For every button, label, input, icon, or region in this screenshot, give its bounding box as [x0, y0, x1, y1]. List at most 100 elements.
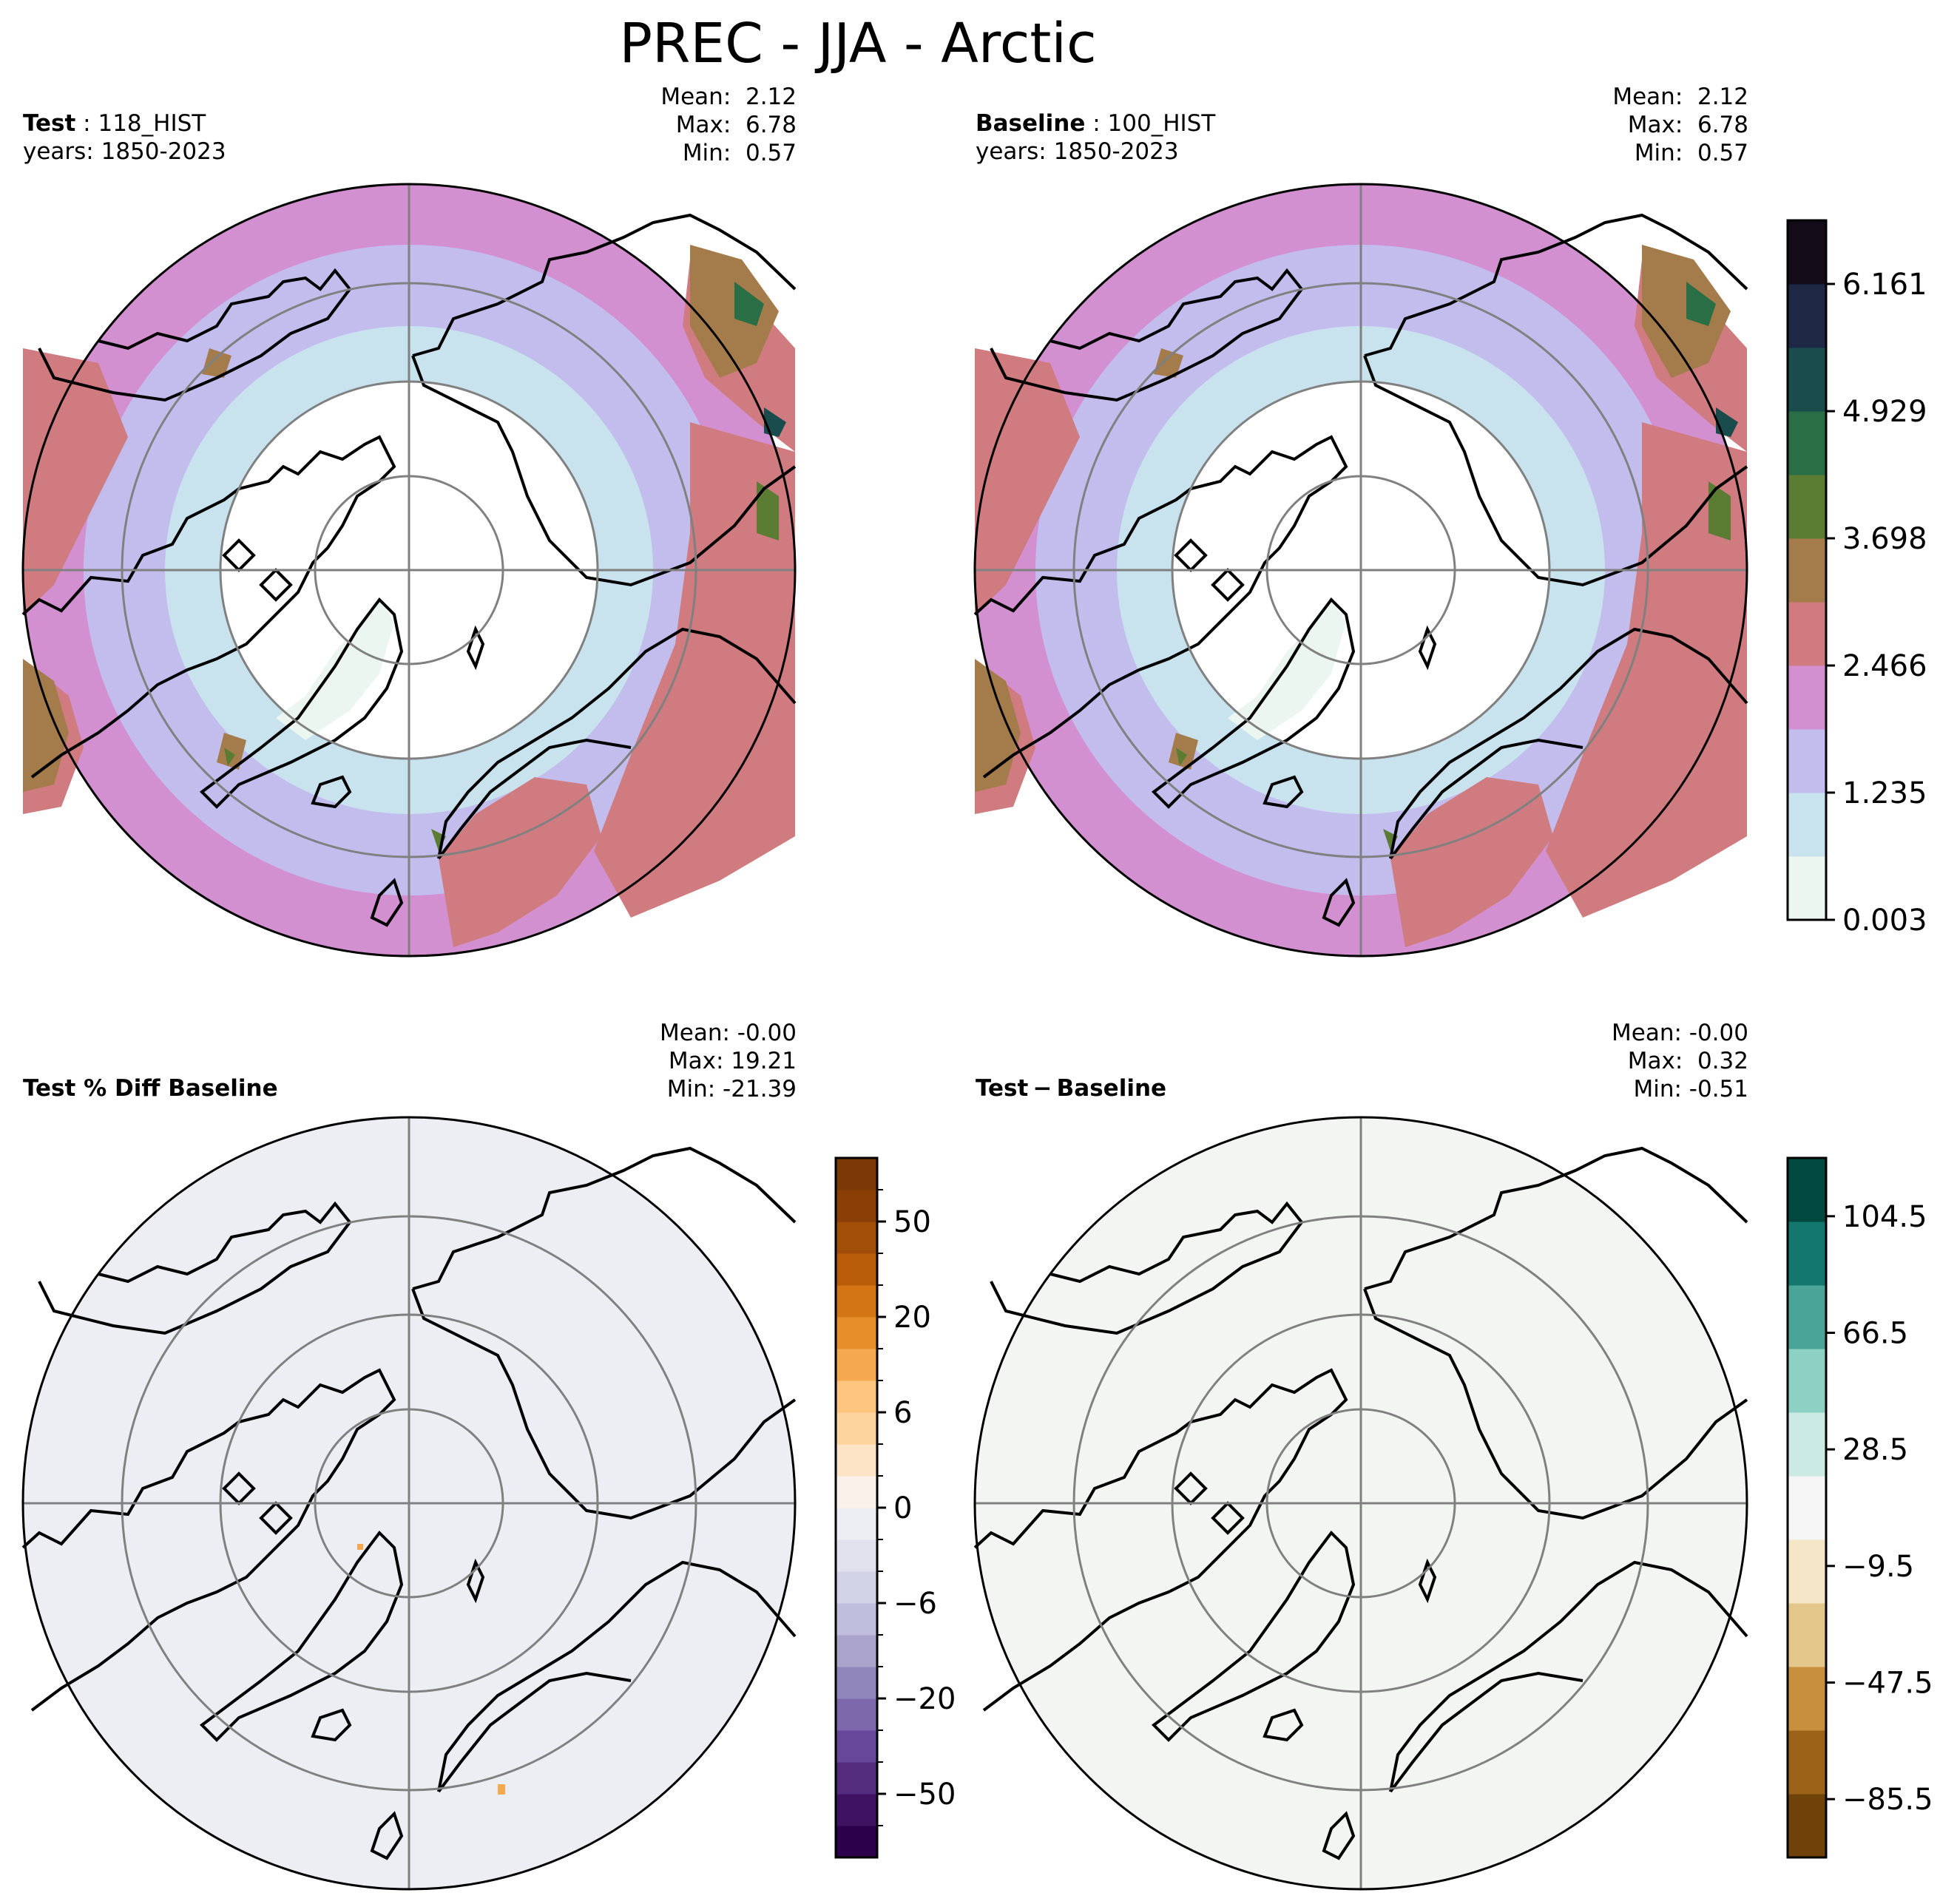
colorbar-abs-diff-segment [1788, 1667, 1826, 1731]
abs-diff-max: Max: 0.32 [1627, 1048, 1748, 1074]
baseline-label: Baseline [976, 110, 1086, 137]
colorbar-main-segment [1788, 729, 1826, 793]
colorbar-pct-diff-segment [836, 1253, 877, 1286]
pct-diff-max: Max: 19.21 [668, 1048, 797, 1074]
colorbar-abs-diff-segment [1788, 1603, 1826, 1667]
colorbar-pct-diff-segment [836, 1285, 877, 1318]
colorbar-pct-diff-tick-label: −20 [893, 1682, 956, 1716]
colorbar-pct-diff-segment [836, 1539, 877, 1572]
colorbar-abs-diff-tick-label: 104.5 [1842, 1200, 1927, 1234]
colorbar-main-segment [1788, 220, 1826, 285]
map-baseline [973, 183, 1748, 958]
colorbar-pct-diff: 50 20 6 0 −6 −20 −50 [834, 1156, 956, 1859]
abs-diff-mean: Mean: -0.00 [1612, 1020, 1748, 1046]
colorbar-main-segment [1788, 793, 1826, 857]
map-test [21, 183, 797, 958]
colorbar-main-segment [1788, 602, 1826, 666]
pct-diff-min: Min: -21.39 [666, 1076, 797, 1102]
colorbar-pct-diff-segment [836, 1635, 877, 1667]
colorbar-pct-diff-tick-label: −6 [893, 1587, 937, 1621]
colorbar-abs-diff-segment [1788, 1222, 1826, 1286]
map-abs-diff [973, 1116, 1748, 1891]
diff-marker [498, 1784, 505, 1795]
colorbar-main: 6.161 4.929 3.698 2.466 1.235 0.003 [1786, 219, 1927, 938]
colorbar-abs-diff-segment [1788, 1794, 1826, 1858]
colorbar-pct-diff-segment [836, 1508, 877, 1540]
colorbar-main-segment [1788, 856, 1826, 921]
colorbar-pct-diff-tick-label: 20 [893, 1301, 931, 1335]
colorbar-abs-diff-tick-label: −9.5 [1842, 1550, 1914, 1584]
baseline-run: 100_HIST [1107, 110, 1216, 137]
colorbar-main-tick-label: 1.235 [1842, 776, 1927, 810]
colorbar-pct-diff-segment [836, 1380, 877, 1413]
baseline-mean: Mean: 2.12 [1612, 84, 1748, 110]
diff-marker [357, 1544, 363, 1550]
test-min: Min: 0.57 [682, 140, 797, 166]
abs-diff-stats: Mean: -0.00 Max: 0.32 Min: -0.51 [1612, 1019, 1748, 1103]
baseline-years: years: 1850-2023 [976, 138, 1179, 165]
colorbar-main-segment [1788, 284, 1826, 348]
pct-diff-mean: Mean: -0.00 [660, 1020, 797, 1046]
colorbar-main-tick-label: 2.466 [1842, 649, 1927, 683]
colorbar-pct-diff-segment [836, 1794, 877, 1826]
colorbar-pct-diff-segment [836, 1762, 877, 1795]
colorbar-pct-diff-tick-label: 50 [893, 1205, 931, 1239]
colorbar-pct-diff-segment [836, 1349, 877, 1381]
test-mean: Mean: 2.12 [660, 84, 797, 110]
colorbar-main-frame [1786, 219, 1828, 921]
map-pct-diff [21, 1116, 797, 1891]
gridlines [975, 184, 1747, 956]
colorbar-pct-diff-tick-label: 6 [893, 1396, 912, 1430]
colorbar-main-segment [1788, 665, 1826, 730]
colorbar-main-tick-label: 6.161 [1842, 268, 1927, 302]
colorbar-pct-diff-segment [836, 1412, 877, 1445]
colorbar-abs-diff-segment [1788, 1730, 1826, 1795]
colorbar-abs-diff-segment [1788, 1285, 1826, 1349]
colorbar-pct-diff-segment [836, 1730, 877, 1763]
colorbar-pct-diff-tick-label: 0 [893, 1491, 912, 1525]
colorbar-abs-diff-segment [1788, 1539, 1826, 1604]
figure-title: PREC - JJA - Arctic [619, 12, 1097, 75]
abs-diff-label: Test − Baseline [976, 1075, 1167, 1102]
gridlines [23, 1117, 795, 1889]
colorbar-abs-diff-tick-label: −85.5 [1842, 1783, 1933, 1817]
colorbar-main-segment [1788, 411, 1826, 475]
gridlines [23, 184, 795, 956]
colorbar-pct-diff-segment [836, 1158, 877, 1190]
colorbar-pct-diff-segment [836, 1667, 877, 1699]
test-header: Test : 118_HIST years: 1850-2023 [23, 110, 226, 165]
test-run: 118_HIST [98, 110, 206, 137]
abs-diff-min: Min: -0.51 [1633, 1076, 1748, 1102]
test-years: years: 1850-2023 [23, 138, 226, 165]
colorbar-main-tick-label: 0.003 [1842, 904, 1927, 938]
colorbar-abs-diff-segment [1788, 1349, 1826, 1413]
test-max: Max: 6.78 [675, 112, 797, 138]
test-stats: Mean: 2.12 Max: 6.78 Min: 0.57 [660, 83, 797, 167]
baseline-max: Max: 6.78 [1627, 112, 1748, 138]
colorbar-pct-diff-segment [836, 1222, 877, 1254]
colorbar-abs-diff-tick-label: 28.5 [1842, 1433, 1908, 1467]
colorbar-abs-diff-segment [1788, 1412, 1826, 1477]
pct-diff-label: Test % Diff Baseline [23, 1075, 278, 1102]
gridlines [975, 1117, 1747, 1889]
pct-diff-header: Test % Diff Baseline [23, 1074, 278, 1102]
colorbar-pct-diff-segment [836, 1476, 877, 1508]
colorbar-pct-diff-segment [836, 1317, 877, 1349]
colorbar-abs-diff-frame [1786, 1156, 1828, 1859]
colorbar-pct-diff-tick-label: −50 [893, 1778, 956, 1812]
baseline-min: Min: 0.57 [1634, 140, 1748, 166]
colorbar-abs-diff-segment [1788, 1476, 1826, 1540]
colorbar-main-segment [1788, 538, 1826, 603]
colorbar-abs-diff-tick-label: 66.5 [1842, 1317, 1908, 1351]
colorbar-pct-diff-segment [836, 1190, 877, 1222]
colorbar-pct-diff-segment [836, 1698, 877, 1731]
colorbar-pct-diff-segment [836, 1826, 877, 1858]
colorbar-abs-diff: 104.5 66.5 28.5 −9.5 −47.5 −85.5 [1786, 1156, 1933, 1859]
pct-diff-stats: Mean: -0.00 Max: 19.21 Min: -21.39 [660, 1019, 797, 1103]
colorbar-main-segment [1788, 475, 1826, 539]
colorbar-pct-diff-segment [836, 1571, 877, 1604]
colorbar-pct-diff-segment [836, 1444, 877, 1477]
colorbar-main-tick-label: 4.929 [1842, 395, 1927, 429]
colorbar-pct-diff-segment [836, 1603, 877, 1636]
